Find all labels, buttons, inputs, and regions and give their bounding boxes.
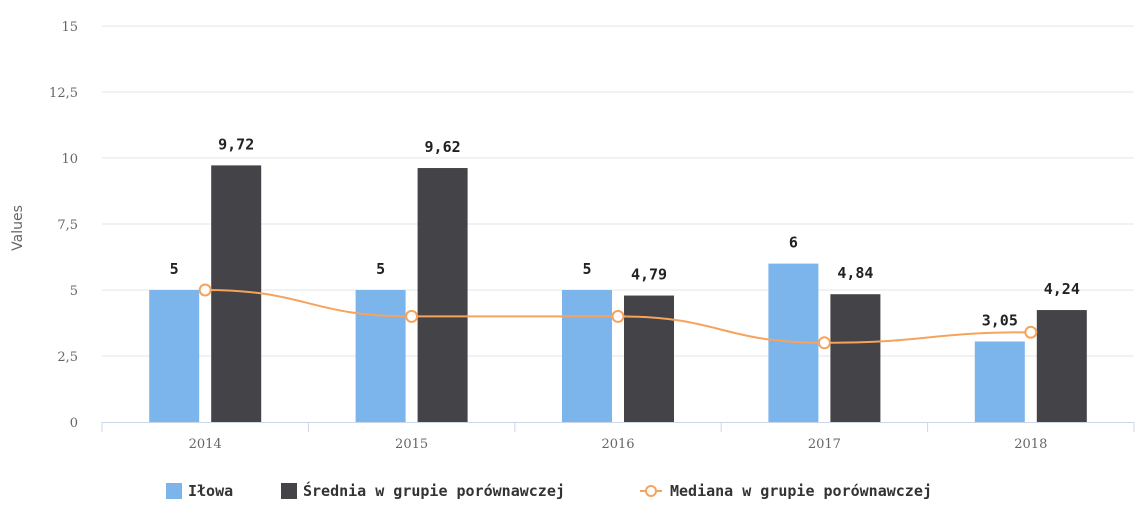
legend-label: Iłowa	[188, 482, 233, 500]
y-axis-ticks: 0 2,5 5 7,5 10 12,5 15	[49, 20, 78, 431]
bar-ilowa-2015	[355, 290, 406, 422]
data-label: 3,05	[982, 311, 1018, 329]
data-label: 5	[376, 260, 385, 278]
data-label: 4,79	[631, 266, 667, 284]
y-tick-label: 2,5	[57, 350, 78, 365]
bar-srednia-2017	[830, 294, 881, 422]
y-tick-label: 0	[70, 416, 78, 431]
legend-label: Mediana w grupie porównawczej	[670, 482, 932, 500]
legend-item-mediana[interactable]: Mediana w grupie porównawczej	[640, 482, 932, 500]
x-tick-label: 2015	[395, 437, 428, 452]
data-label: 9,62	[425, 138, 461, 156]
bar-srednia-2015	[417, 168, 468, 422]
x-tick-label: 2018	[1014, 437, 1047, 452]
legend-item-ilowa[interactable]: Iłowa	[166, 482, 233, 500]
bar-ilowa-2016	[562, 290, 612, 422]
grid-lines	[102, 25, 1134, 357]
median-line	[198, 283, 1038, 350]
bar-ilowa-2014	[149, 290, 200, 422]
y-tick-label: 12,5	[49, 86, 78, 101]
data-label: 5	[170, 260, 179, 278]
median-marker-2014	[198, 283, 212, 297]
legend-swatch	[281, 483, 297, 499]
legend-swatch	[166, 483, 182, 499]
bar-srednia-2014	[211, 165, 262, 422]
legend-marker-symbol	[645, 485, 657, 497]
bar-srednia-2016	[624, 295, 674, 422]
x-tick-label: 2017	[808, 437, 841, 452]
median-marker-2017	[817, 336, 831, 350]
data-labels: 5 9,72 5 9,62 5 4,79 6 4,84 3,05 4,24	[170, 135, 1080, 329]
median-marker-2015	[405, 309, 419, 323]
y-tick-label: 15	[61, 20, 78, 35]
legend-item-srednia[interactable]: Średnia w grupie porównawczej	[281, 481, 565, 500]
data-label: 4,24	[1044, 280, 1080, 298]
legend-label: Średnia w grupie porównawczej	[303, 481, 565, 500]
data-label: 4,84	[837, 264, 873, 282]
x-tick-label: 2016	[601, 437, 634, 452]
median-marker-2016	[611, 309, 625, 323]
bar-ilowa-2018	[974, 341, 1025, 422]
y-tick-label: 5	[70, 284, 78, 299]
y-tick-label: 10	[61, 152, 78, 167]
y-tick-label: 7,5	[57, 218, 78, 233]
y-axis-title: Values	[10, 205, 26, 251]
bar-srednia-2018	[1036, 310, 1087, 422]
legend: Iłowa Średnia w grupie porównawczej Median…	[166, 481, 932, 500]
x-axis: 2014 2015 2016 2017 2018	[101, 422, 1135, 452]
median-marker-2018	[1024, 325, 1038, 339]
data-label: 5	[582, 260, 591, 278]
bars	[149, 165, 1087, 422]
x-tick-label: 2014	[189, 437, 222, 452]
data-label: 6	[789, 234, 798, 252]
data-label: 9,72	[218, 135, 254, 153]
